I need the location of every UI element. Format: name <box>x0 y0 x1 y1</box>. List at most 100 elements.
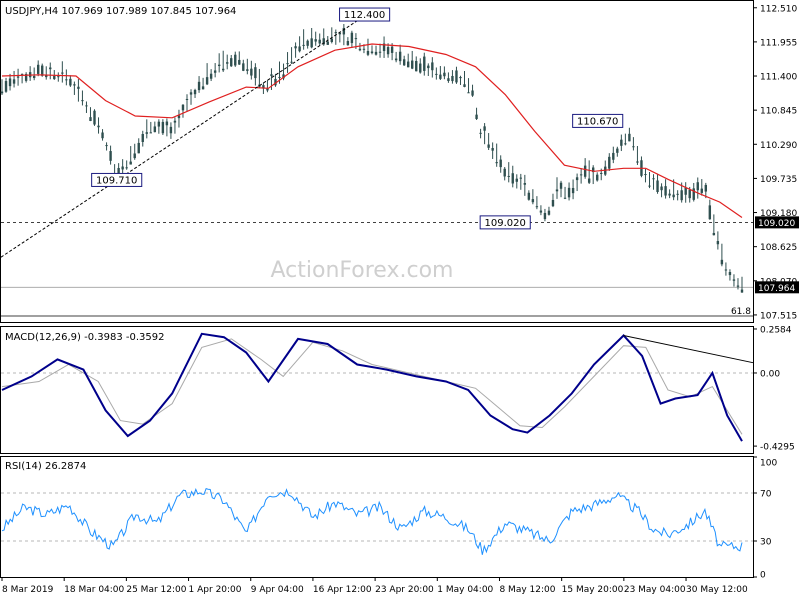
candle-body <box>141 134 144 142</box>
price-tick-label: 111.955 <box>760 38 797 48</box>
candle-body <box>668 193 671 196</box>
candle-body <box>503 168 506 177</box>
candle-body <box>616 148 619 153</box>
candle-body <box>374 51 378 55</box>
candle-body <box>109 151 112 161</box>
candle-body <box>32 75 36 78</box>
candle-body <box>189 92 193 95</box>
candle-body <box>740 289 744 293</box>
candle-body <box>563 197 567 199</box>
candle-body <box>394 58 398 61</box>
candle-body <box>451 75 454 82</box>
candle-body <box>137 142 140 154</box>
candle-body <box>262 85 265 89</box>
candle-body <box>322 38 325 45</box>
last-price-tag-bg <box>755 281 799 294</box>
candle-body <box>226 62 229 64</box>
macd-tick-label: -0.4295 <box>760 443 795 453</box>
candle-body <box>579 174 583 176</box>
price-panel-frame <box>0 0 754 323</box>
time-tick-label: 30 May 12:00 <box>686 585 748 595</box>
candle-body <box>483 126 486 131</box>
candle-body <box>688 189 691 199</box>
candle-body <box>475 114 478 119</box>
candle-body <box>49 67 52 70</box>
candle-body <box>672 194 675 198</box>
price-level-lines <box>1 221 753 317</box>
price-tick-label: 111.400 <box>760 73 797 83</box>
candle-body <box>221 68 225 71</box>
candle-body <box>499 159 502 168</box>
candle-body <box>53 75 56 80</box>
candle-body <box>700 188 703 193</box>
last-price-tag: 107.964 <box>758 284 795 294</box>
candle-body <box>97 125 100 128</box>
price-annotation-label: 112.400 <box>344 10 385 21</box>
candle-body <box>81 100 84 102</box>
candle-body <box>133 153 136 159</box>
candle-body <box>246 69 249 71</box>
time-tick-label: 8 Mar 2019 <box>2 585 54 595</box>
time-tick-label: 15 May 20:00 <box>562 585 624 595</box>
candle-body <box>495 162 498 164</box>
candle-body <box>238 59 241 65</box>
candle-body <box>390 46 394 53</box>
macd-tick-label: 0.2584 <box>760 325 792 335</box>
candle-body <box>153 126 157 133</box>
price-tick-label: 112.510 <box>760 4 797 14</box>
price-annotation-box <box>91 172 143 187</box>
candle-body <box>559 182 563 189</box>
candle-body <box>282 74 285 79</box>
candle-body <box>386 47 390 55</box>
candle-body <box>696 182 699 191</box>
price-tick-label: 109.180 <box>760 209 797 219</box>
price-y-axis: 112.510 111.955 111.400 110.845 110.290 109.7… <box>753 4 797 321</box>
macd-trendline <box>623 335 754 364</box>
candle-body <box>571 187 575 194</box>
candle-body <box>704 184 708 192</box>
candle-body <box>632 146 635 148</box>
moving-average-line <box>1 43 743 218</box>
candle-body <box>644 174 647 176</box>
candle-body <box>342 27 346 35</box>
candle-body <box>447 78 450 82</box>
candle-body <box>648 185 651 187</box>
candle-body <box>628 133 631 142</box>
candle-body <box>539 210 543 213</box>
candle-body <box>398 51 402 62</box>
candle-body <box>419 63 422 73</box>
macd-y-axis: 0.2584 0.00 -0.4295 <box>753 325 795 453</box>
candle-body <box>346 41 350 46</box>
time-tick-label: 16 Apr 12:00 <box>313 585 372 595</box>
candle-body <box>712 232 716 236</box>
candle-body <box>728 272 732 276</box>
price-annotation-box <box>339 7 391 22</box>
candle-body <box>318 39 321 44</box>
candle-body <box>415 60 418 72</box>
price-tick-label: 109.735 <box>760 175 797 185</box>
candle-body <box>101 132 104 139</box>
candle-body <box>467 92 470 94</box>
time-tick-label: 23 Apr 20:00 <box>375 585 434 595</box>
candle-body <box>193 89 197 95</box>
candle-body <box>254 67 257 79</box>
candle-body <box>298 46 301 52</box>
candle-body <box>217 64 221 67</box>
candle-body <box>161 121 165 134</box>
candle-body <box>350 32 354 44</box>
candle-body <box>213 70 217 73</box>
rsi-tick-label: 70 <box>760 490 772 500</box>
candle-body <box>121 166 124 170</box>
candle-body <box>310 38 313 48</box>
candle-body <box>20 73 24 75</box>
macd-label: MACD(12,26,9) -0.3983 -0.3592 <box>5 332 165 343</box>
candle-body <box>547 210 551 215</box>
candle-body <box>620 139 623 146</box>
candle-body <box>270 74 273 76</box>
candle-body <box>596 174 599 181</box>
rsi-tick-label: 100 <box>760 459 777 469</box>
price-tags: 109.020 107.964 <box>755 216 799 294</box>
candle-body <box>65 79 68 81</box>
trendline <box>0 14 367 258</box>
